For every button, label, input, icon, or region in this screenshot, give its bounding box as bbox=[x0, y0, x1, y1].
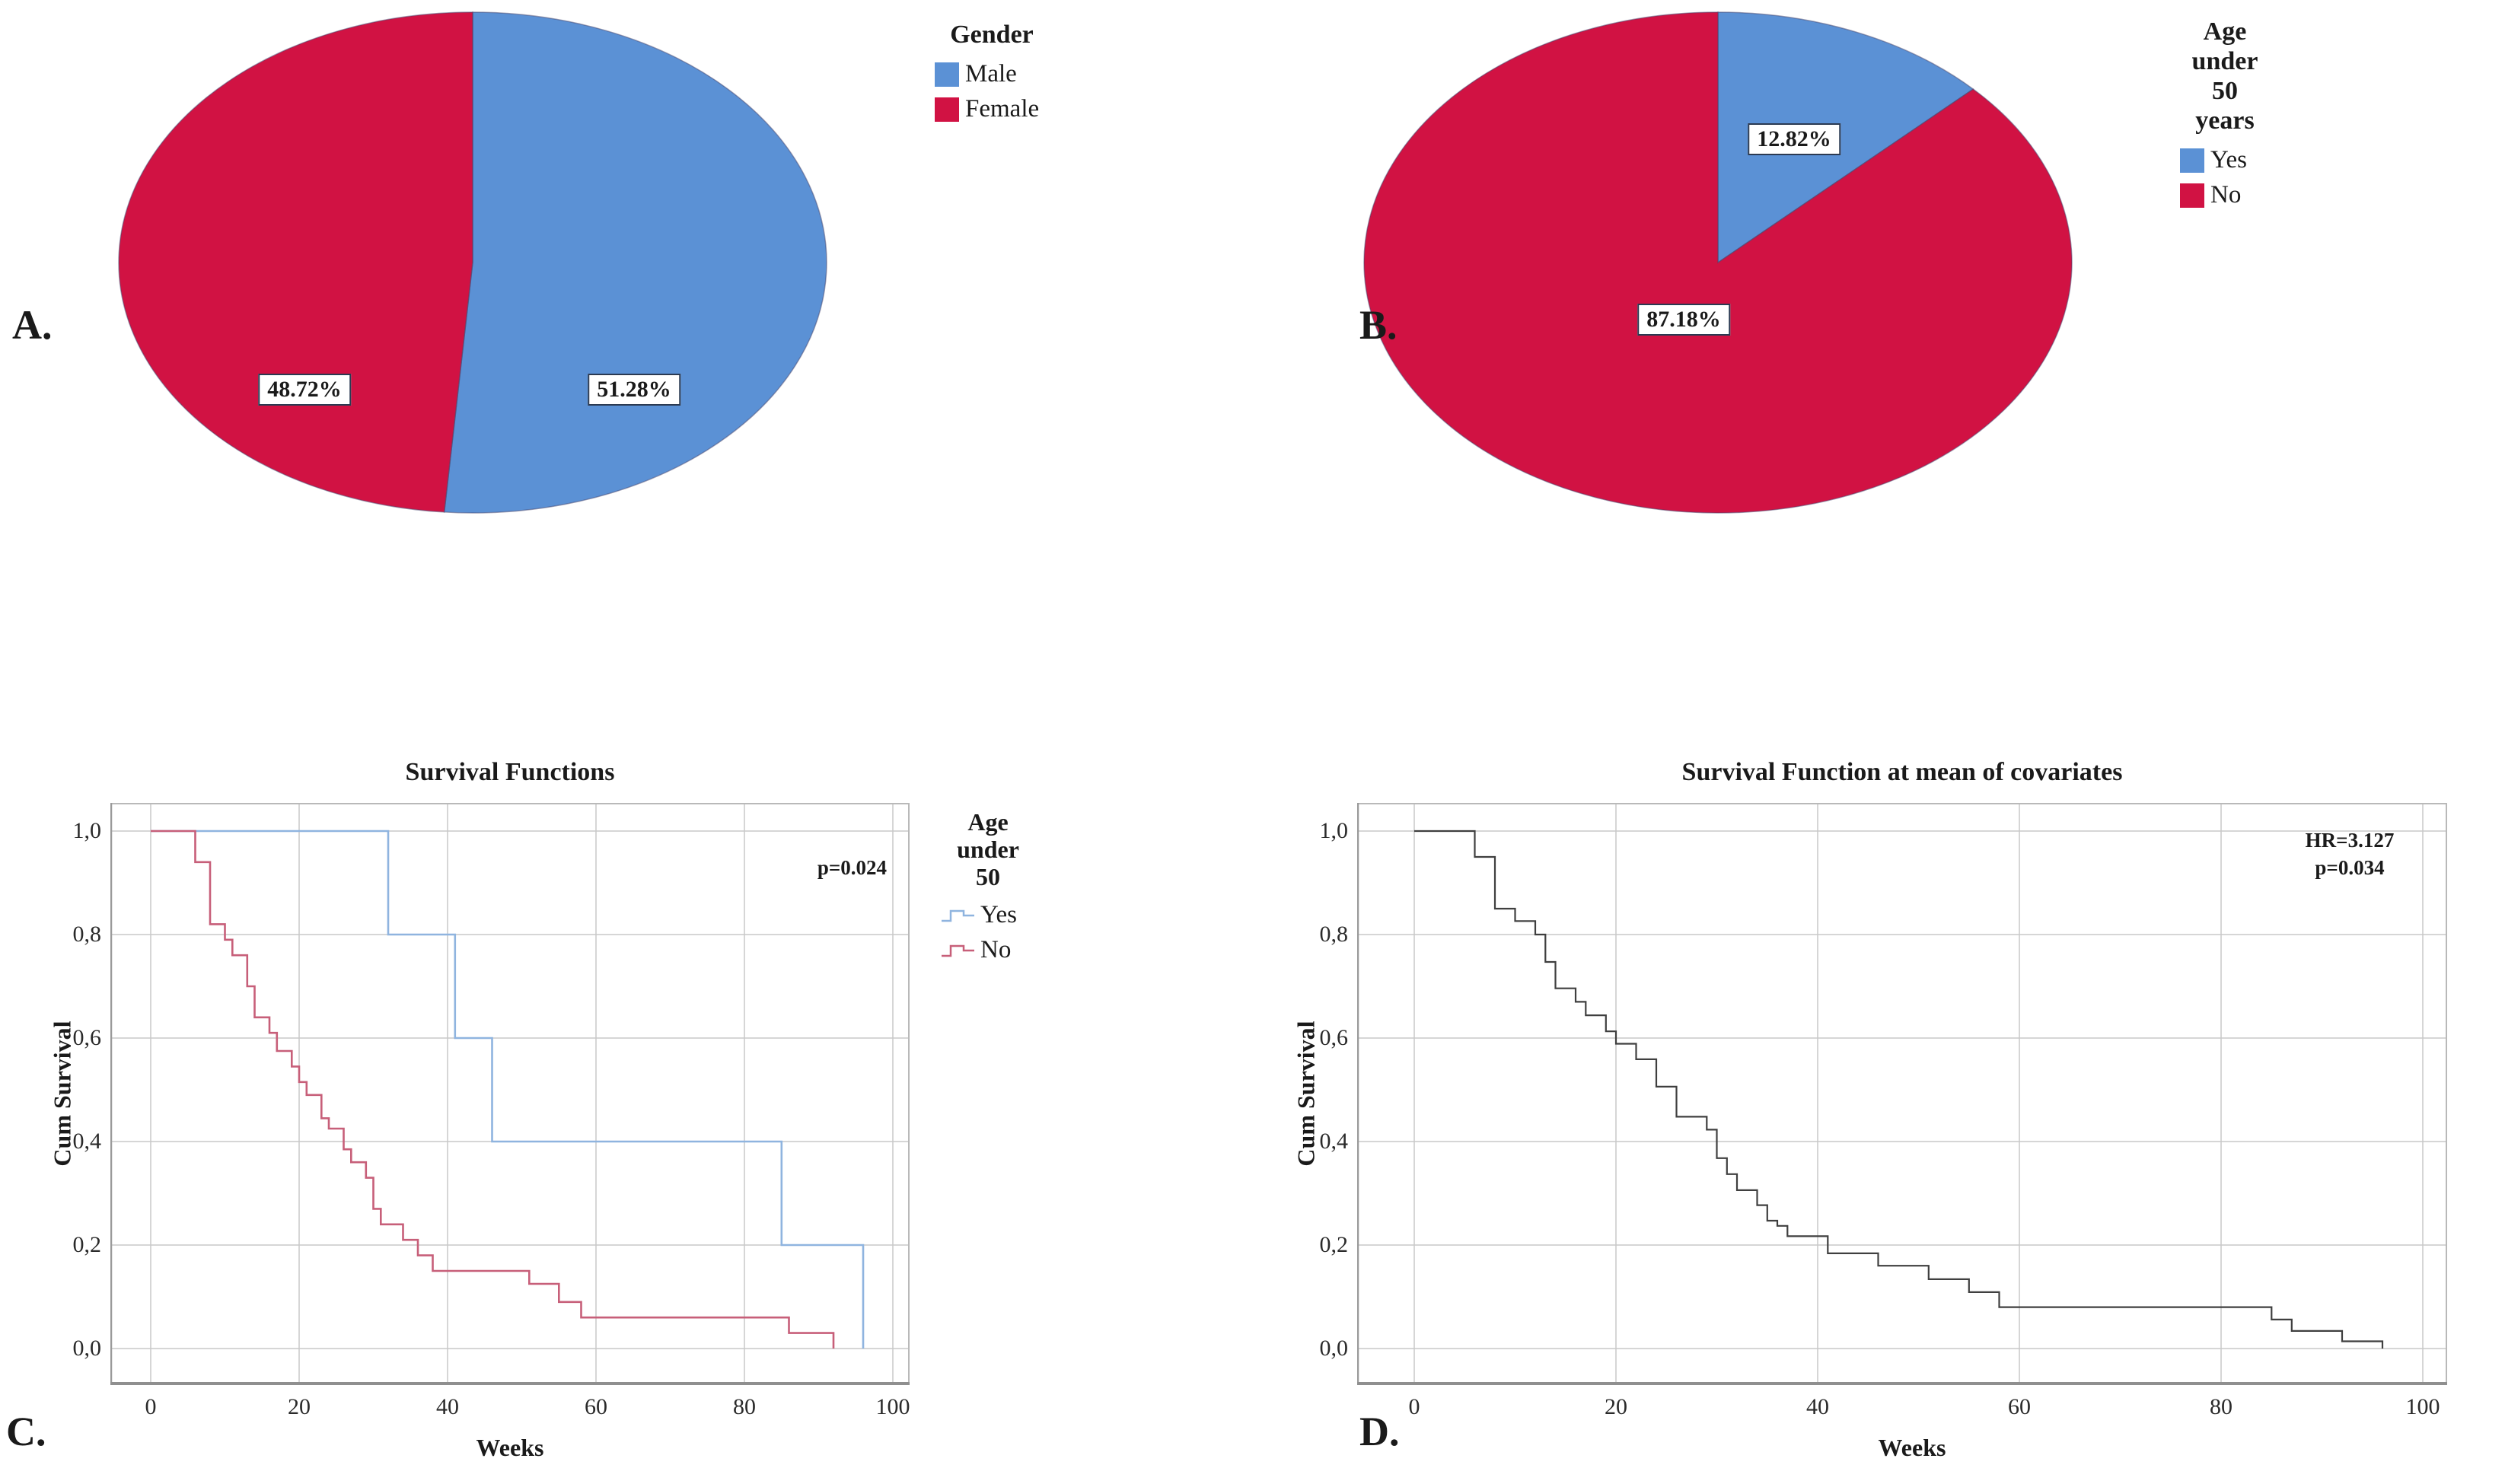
legend-title-line: under bbox=[2191, 47, 2258, 75]
legend-label: No bbox=[980, 936, 1012, 963]
survival-curve-survival-function bbox=[1414, 830, 2384, 1349]
step-line-icon bbox=[942, 944, 974, 957]
legend-item-yes: Yes bbox=[2180, 146, 2270, 174]
legend-item-no: No bbox=[941, 936, 1035, 964]
x-tick-label: 0 bbox=[1408, 1394, 1420, 1419]
legend-item-female: Female bbox=[935, 95, 1049, 123]
legend-title: Age under 50 bbox=[941, 808, 1035, 890]
legend-title-line: 50 bbox=[2212, 77, 2238, 105]
pie-slice-no bbox=[1363, 11, 2073, 514]
pie-value-label-no: 87.18% bbox=[1637, 304, 1730, 336]
legend-title-line: Age bbox=[2203, 18, 2247, 46]
legend-swatch-icon bbox=[935, 97, 959, 122]
y-tick-label: 1,0 bbox=[72, 818, 102, 843]
x-tick-label: 40 bbox=[1806, 1394, 1829, 1419]
km-p-value: p=0.024 bbox=[817, 856, 887, 879]
legend-title-line: Gender bbox=[950, 21, 1034, 49]
y-tick-label: 1,0 bbox=[1319, 818, 1349, 843]
step-line-icon bbox=[942, 909, 974, 922]
y-tick-label: 0,2 bbox=[1319, 1232, 1349, 1257]
legend-title-line: under bbox=[957, 836, 1019, 863]
pie-value-label-male: 51.28% bbox=[588, 374, 680, 406]
plot-svg bbox=[1357, 803, 2447, 1385]
x-tick-label: 20 bbox=[1605, 1394, 1627, 1419]
legend-title-line: years bbox=[2195, 107, 2255, 135]
x-tick-label: 0 bbox=[145, 1394, 157, 1419]
km-legend: Age under 50 Yes No bbox=[941, 808, 1035, 964]
x-tick-label: 80 bbox=[2210, 1394, 2233, 1419]
y-tick-label: 0,6 bbox=[72, 1025, 102, 1050]
panel-letter-d: D. bbox=[1359, 1409, 1400, 1454]
x-tick-label: 100 bbox=[875, 1394, 910, 1419]
legend-label: Yes bbox=[980, 901, 1018, 928]
legend-label: Yes bbox=[2210, 146, 2248, 174]
y-tick-label: 0,8 bbox=[1319, 922, 1349, 947]
legend-items: Yes No bbox=[2180, 146, 2270, 209]
x-tick-label: 20 bbox=[288, 1394, 311, 1419]
pie-slice-female bbox=[118, 11, 473, 513]
x-tick-label: 40 bbox=[436, 1394, 459, 1419]
legend-title: Gender bbox=[935, 20, 1049, 49]
panel-letter-a: A. bbox=[12, 302, 53, 348]
km-y-axis-title: Cum Survival bbox=[48, 1021, 76, 1167]
legend-label: Male bbox=[965, 60, 1017, 88]
age-under-50-legend: Age under 50 years Yes No bbox=[2180, 17, 2270, 209]
survival-curve-no bbox=[151, 830, 835, 1349]
survival-curve-yes bbox=[151, 830, 865, 1349]
pie-svg bbox=[118, 11, 827, 514]
x-tick-label: 80 bbox=[733, 1394, 756, 1419]
x-tick-label: 60 bbox=[585, 1394, 607, 1419]
legend-label: Female bbox=[965, 95, 1040, 123]
step-line-glyph bbox=[942, 944, 974, 957]
legend-items: Yes No bbox=[941, 901, 1035, 964]
cox-y-axis-title: Cum Survival bbox=[1292, 1021, 1320, 1167]
cox-plot-title: Survival Function at mean of covariates bbox=[1681, 758, 2123, 786]
y-tick-label: 0,6 bbox=[1319, 1025, 1349, 1050]
panel-letter-b: B. bbox=[1359, 302, 1398, 348]
legend-swatch-icon bbox=[2180, 148, 2204, 173]
gender-legend: Gender Male Female bbox=[935, 20, 1049, 123]
legend-label: No bbox=[2210, 181, 2242, 209]
plot-svg bbox=[110, 803, 910, 1385]
pie-value-label-yes: 12.82% bbox=[1748, 123, 1841, 155]
cox-x-axis-title: Weeks bbox=[1878, 1434, 1946, 1461]
legend-swatch-icon bbox=[2180, 183, 2204, 208]
x-tick-label: 60 bbox=[2008, 1394, 2031, 1419]
y-tick-label: 0,0 bbox=[72, 1336, 102, 1361]
legend-item-male: Male bbox=[935, 60, 1049, 88]
cox-annotation: HR=3.127 p=0.034 bbox=[2306, 826, 2395, 881]
cox-hr-value: HR=3.127 bbox=[2305, 829, 2395, 852]
cox-p-value: p=0.034 bbox=[2315, 856, 2385, 879]
panel-letter-c: C. bbox=[6, 1409, 46, 1454]
km-plot-title: Survival Functions bbox=[405, 758, 615, 786]
legend-item-no: No bbox=[2180, 181, 2270, 209]
legend-swatch-icon bbox=[935, 62, 959, 87]
y-tick-label: 0,4 bbox=[1319, 1129, 1349, 1154]
legend-title: Age under 50 years bbox=[2180, 17, 2270, 135]
pie-value-label-female: 48.72% bbox=[258, 374, 351, 406]
y-tick-label: 0,2 bbox=[72, 1232, 102, 1257]
km-x-axis-title: Weeks bbox=[476, 1434, 544, 1461]
legend-title-line: Age bbox=[967, 808, 1009, 836]
legend-item-yes: Yes bbox=[941, 901, 1035, 929]
pie-slice-male bbox=[443, 11, 827, 514]
step-line-glyph bbox=[942, 909, 974, 922]
x-tick-label: 100 bbox=[2405, 1394, 2440, 1419]
pie-svg bbox=[1363, 11, 2073, 514]
y-tick-label: 0,0 bbox=[1319, 1336, 1349, 1361]
pie-slice-yes bbox=[1717, 11, 1974, 264]
legend-items: Male Female bbox=[935, 60, 1049, 123]
y-tick-label: 0,4 bbox=[72, 1129, 102, 1154]
y-tick-label: 0,8 bbox=[72, 922, 102, 947]
legend-title-line: 50 bbox=[976, 863, 1000, 890]
